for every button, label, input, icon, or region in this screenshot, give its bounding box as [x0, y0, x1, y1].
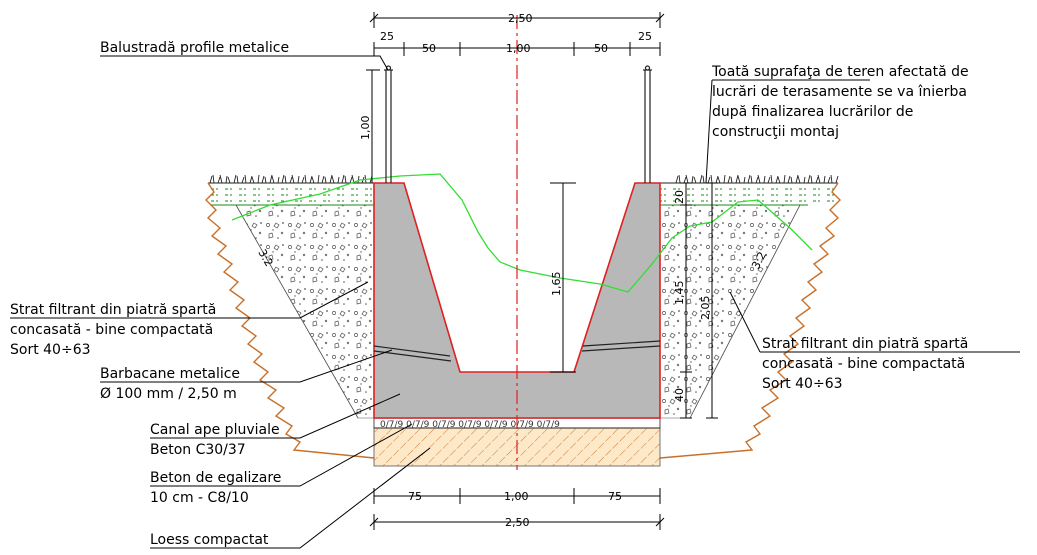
grass-note-line-2: lucrări de terasamente se va înierba: [712, 84, 967, 100]
dim-bottom-part-1: 75: [408, 490, 422, 503]
railing-left: [384, 65, 393, 183]
excavation-edge: [205, 182, 841, 459]
dim-top-part-1: 25: [380, 30, 394, 43]
filter-left-line-1: Strat filtrant din piatră spartă: [10, 302, 216, 318]
levelling-pattern: 0/7/9 0/7/9 0/7/9 0/7/9 0/7/9 0/7/9 0/7/…: [380, 420, 560, 430]
filter-right-line-2: concasată - bine compactată: [762, 356, 965, 372]
loess-label: Loess compactat: [150, 532, 269, 548]
levelling-line-2: 10 cm - C8/10: [150, 490, 249, 506]
dimension-lines: [366, 12, 718, 530]
dim-side-205: 2,05: [699, 296, 712, 321]
weepholes-line-2: Ø 100 mm / 2,50 m: [100, 386, 237, 402]
dim-side-20: 20: [673, 190, 686, 204]
dim-top-total: 2,50: [508, 12, 533, 25]
dim-top-part-2: 50: [422, 42, 436, 55]
channel-line-1: Canal ape pluviale: [150, 422, 280, 438]
dim-top-part-4: 50: [594, 42, 608, 55]
dim-side-145: 1,45: [673, 281, 686, 306]
dim-side-40: 40: [673, 388, 686, 402]
topsoil-right: [660, 183, 838, 205]
dim-bottom-part-2: 1,00: [504, 490, 529, 503]
dim-railing-height: 1,00: [359, 116, 372, 141]
filter-left-line-3: Sort 40÷63: [10, 342, 91, 358]
weephole-lines: [373, 340, 661, 362]
dim-inner-depth: 1,65: [550, 272, 563, 297]
filter-layer-left: [235, 204, 375, 419]
channel-line-2: Beton C30/37: [150, 442, 246, 458]
filter-left-line-2: concasată - bine compactată: [10, 322, 213, 338]
weepholes-line-1: Barbacane metalice: [100, 366, 240, 382]
grass-note-line-4: construcţii montaj: [712, 124, 839, 140]
svg-text:0/7/9 0/7/9 0/7/9 0/7/9 0/7/9: 0/7/9 0/7/9 0/7/9 0/7/9 0/7/9 0/7/9 0/7/…: [380, 420, 560, 430]
railing-right: [643, 65, 652, 183]
dim-bottom-part-3: 75: [608, 490, 622, 503]
filter-right-line-3: Sort 40÷63: [762, 376, 843, 392]
leader-lines: [10, 55, 1020, 549]
dim-bottom-total: 2,50: [505, 516, 530, 529]
levelling-line-1: Beton de egalizare: [150, 470, 281, 486]
dim-top-part-3: 1,00: [506, 42, 531, 55]
concrete-channel: [373, 182, 661, 419]
topsoil-left: [210, 183, 374, 205]
dim-top-part-5: 25: [638, 30, 652, 43]
grass-tufts: [209, 174, 839, 184]
grass-note-line-3: după finalizarea lucrărilor de: [712, 104, 913, 120]
grass-note-line-1: Toată suprafaţa de teren afectată de: [711, 64, 969, 80]
railing-label: Balustradă profile metalice: [100, 40, 289, 56]
existing-terrain-line: [231, 173, 813, 293]
filter-right-line-1: Strat filtrant din piatră spartă: [762, 336, 968, 352]
